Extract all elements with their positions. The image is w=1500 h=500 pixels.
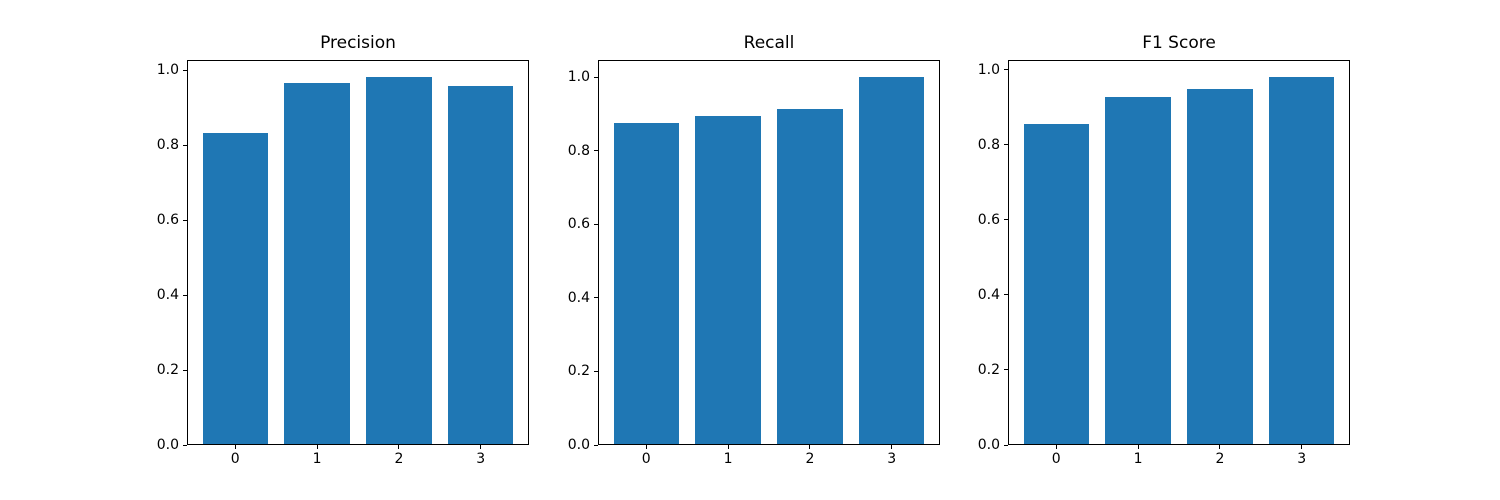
axes-f1-score: F1 Score 0.0 0.2 0.4 0.6 0.8 1.0 0 1 2 3 xyxy=(978,33,1350,467)
x-tick-label: 0 xyxy=(1051,451,1061,467)
y-tick-mark xyxy=(1004,69,1008,71)
y-tick-mark xyxy=(594,150,598,152)
y-tick-label: 1.0 xyxy=(156,62,179,79)
y-tick-mark xyxy=(183,369,187,371)
y-tick-label: 0.6 xyxy=(156,212,179,229)
x-tick-mark xyxy=(645,445,647,449)
bar-recall-class-0 xyxy=(613,123,679,444)
axes-recall: Recall 0.0 0.2 0.4 0.6 0.8 1.0 0 1 2 3 xyxy=(568,33,940,467)
y-tick-label: 0.8 xyxy=(156,137,179,154)
chart-title-f1-score: F1 Score xyxy=(1142,33,1216,53)
y-tick-mark xyxy=(594,370,598,372)
y-tick-label: 1.0 xyxy=(977,61,1000,78)
plot-area-recall xyxy=(598,60,940,445)
x-tick-mark xyxy=(1055,445,1057,449)
y-tick-mark xyxy=(183,69,187,71)
x-tick-mark xyxy=(809,445,811,449)
x-tick-mark xyxy=(1219,445,1221,449)
x-tick-mark xyxy=(1137,445,1139,449)
y-tick-mark xyxy=(183,294,187,296)
y-tick-label: 0.4 xyxy=(977,286,1000,303)
y-tick-mark xyxy=(594,297,598,299)
y-tick-mark xyxy=(594,76,598,78)
bar-f1-score-class-3 xyxy=(1269,77,1335,444)
x-tick-mark xyxy=(480,445,482,449)
y-tick-label: 0.2 xyxy=(156,362,179,379)
y-tick-mark xyxy=(594,444,598,446)
bar-f1-score-class-2 xyxy=(1187,89,1253,444)
y-tick-mark xyxy=(1004,444,1008,446)
bar-precision-class-0 xyxy=(202,132,268,444)
y-tick-label: 0.2 xyxy=(977,361,1000,378)
x-tick-label: 3 xyxy=(476,451,486,467)
bar-recall-class-2 xyxy=(777,108,843,444)
y-tick-label: 0.4 xyxy=(567,289,590,306)
x-tick-label: 2 xyxy=(805,451,815,467)
bar-precision-class-1 xyxy=(284,83,350,444)
bar-f1-score-class-0 xyxy=(1023,124,1089,444)
x-tick-mark xyxy=(891,445,893,449)
y-tick-label: 0.6 xyxy=(977,211,1000,228)
x-tick-label: 1 xyxy=(723,451,733,467)
y-tick-label: 0.6 xyxy=(567,216,590,233)
y-tick-label: 0.0 xyxy=(156,437,179,453)
x-tick-label: 0 xyxy=(230,451,240,467)
bar-recall-class-3 xyxy=(859,77,925,444)
y-tick-mark xyxy=(1004,219,1008,221)
y-tick-mark xyxy=(1004,369,1008,371)
y-tick-label: 0.2 xyxy=(567,363,590,380)
x-tick-mark xyxy=(1301,445,1303,449)
x-tick-label: 3 xyxy=(887,451,897,467)
x-tick-label: 1 xyxy=(1133,451,1143,467)
chart-title-recall: Recall xyxy=(743,33,795,53)
bar-f1-score-class-1 xyxy=(1105,96,1171,444)
y-tick-mark xyxy=(1004,294,1008,296)
y-tick-mark xyxy=(183,144,187,146)
plot-area-f1-score xyxy=(1008,60,1350,445)
chart-title-precision: Precision xyxy=(320,33,396,53)
x-tick-label: 2 xyxy=(394,451,404,467)
axes-precision: Precision 0.0 0.2 0.4 0.6 0.8 1.0 0 1 2 3 xyxy=(157,33,529,467)
x-tick-mark xyxy=(316,445,318,449)
bar-precision-class-3 xyxy=(448,85,514,444)
x-tick-mark xyxy=(727,445,729,449)
y-tick-mark xyxy=(1004,144,1008,146)
x-tick-label: 3 xyxy=(1297,451,1307,467)
x-tick-label: 2 xyxy=(1215,451,1225,467)
x-tick-label: 1 xyxy=(312,451,322,467)
y-tick-label: 0.8 xyxy=(977,136,1000,153)
bar-recall-class-1 xyxy=(695,115,761,444)
x-tick-label: 0 xyxy=(641,451,651,467)
y-tick-label: 0.8 xyxy=(567,142,590,159)
bar-precision-class-2 xyxy=(366,77,432,444)
y-tick-mark xyxy=(594,223,598,225)
y-tick-mark xyxy=(183,444,187,446)
y-tick-label: 0.4 xyxy=(156,287,179,304)
y-tick-label: 0.0 xyxy=(567,437,590,453)
y-tick-label: 0.0 xyxy=(977,437,1000,453)
x-tick-mark xyxy=(234,445,236,449)
y-tick-mark xyxy=(183,219,187,221)
plot-area-precision xyxy=(187,60,529,445)
x-tick-mark xyxy=(398,445,400,449)
y-tick-label: 1.0 xyxy=(567,69,590,86)
